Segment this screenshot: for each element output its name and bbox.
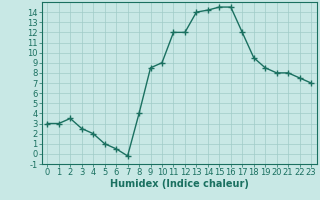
X-axis label: Humidex (Indice chaleur): Humidex (Indice chaleur) bbox=[110, 179, 249, 189]
